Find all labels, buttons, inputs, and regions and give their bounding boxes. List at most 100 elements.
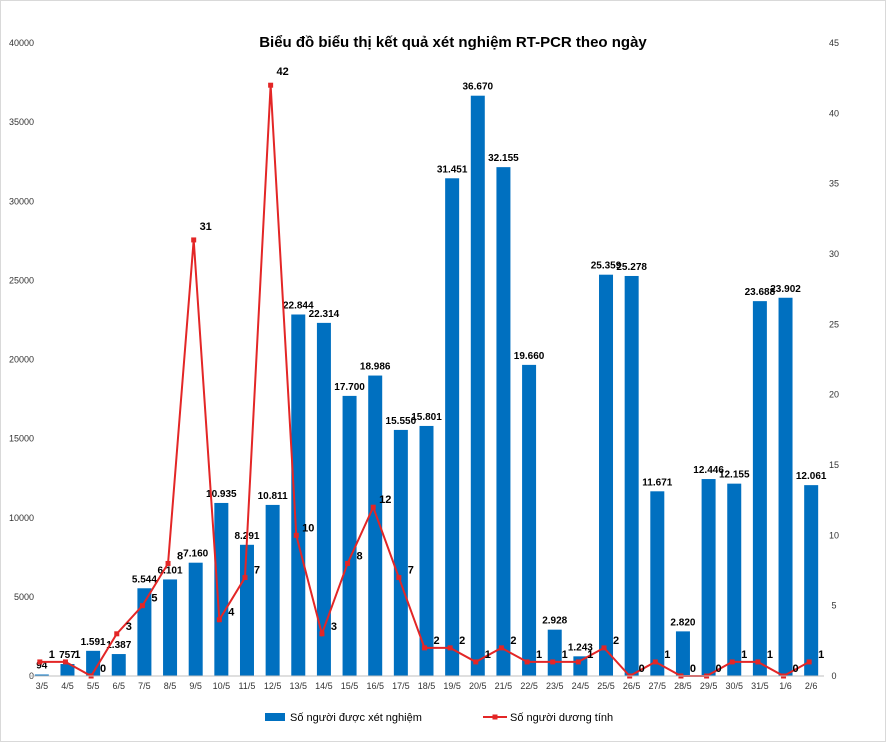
bar — [368, 375, 383, 676]
right-tick-label: 40 — [829, 108, 839, 118]
x-tick-label: 10/5 — [213, 681, 231, 691]
line-value-label: 12 — [379, 494, 391, 506]
bar — [778, 297, 793, 676]
line-marker — [524, 659, 530, 665]
line-marker — [473, 659, 479, 665]
right-tick-label: 5 — [831, 601, 836, 611]
bar-value-label: 7.160 — [183, 549, 208, 560]
bar — [522, 364, 537, 676]
bar — [727, 483, 742, 676]
line-value-label: 1 — [536, 649, 542, 661]
right-tick-label: 20 — [829, 390, 839, 400]
line-value-label: 1 — [664, 649, 670, 661]
bar — [163, 579, 178, 676]
bar-value-label: 18.986 — [360, 362, 391, 373]
legend-swatch-marker — [492, 714, 498, 720]
bar — [419, 425, 434, 676]
chart-title: Biểu đồ biểu thị kết quả xét nghiệm RT-P… — [259, 34, 647, 51]
line-value-label: 42 — [277, 66, 289, 78]
bar-value-label: 10.935 — [206, 489, 237, 500]
line-value-label: 7 — [254, 565, 260, 577]
line-value-label: 3 — [126, 621, 132, 633]
bar-value-label: 15.550 — [386, 416, 417, 427]
line-value-label: 3 — [331, 621, 337, 633]
line-value-label: 1 — [741, 649, 747, 661]
bar-value-label: 25.278 — [616, 262, 647, 273]
x-tick-label: 7/5 — [138, 681, 151, 691]
left-tick-label: 40000 — [9, 38, 34, 48]
line-value-label: 0 — [690, 663, 696, 675]
x-tick-label: 29/5 — [700, 681, 718, 691]
line-value-label: 2 — [613, 635, 619, 647]
bar-value-label: 94 — [36, 661, 48, 672]
x-tick-label: 6/5 — [113, 681, 126, 691]
bar-series — [34, 95, 819, 677]
bar — [599, 274, 614, 676]
line-value-label: 0 — [639, 663, 645, 675]
bar-value-label: 32.155 — [488, 153, 519, 164]
bar-value-label: 2.928 — [542, 616, 567, 627]
bar — [34, 674, 49, 676]
x-tick-label: 3/5 — [36, 681, 49, 691]
x-tick-label: 28/5 — [674, 681, 692, 691]
line-value-label: 8 — [357, 550, 363, 562]
line-value-label: 1 — [49, 649, 55, 661]
x-tick-label: 25/5 — [597, 681, 615, 691]
right-tick-label: 10 — [829, 530, 839, 540]
line-marker — [806, 659, 812, 665]
x-tick-label: 30/5 — [725, 681, 743, 691]
x-tick-label: 23/5 — [546, 681, 564, 691]
bar-value-label: 25.359 — [591, 261, 622, 272]
x-tick-label: 4/5 — [61, 681, 74, 691]
x-tick-label: 1/6 — [779, 681, 792, 691]
x-axis: 3/5 4/5 5/5 6/5 7/5 8/5 9/5 10/5 11/5 12/5 13/5 14/… — [29, 675, 824, 691]
line-marker — [242, 575, 248, 581]
line-marker — [498, 645, 504, 651]
line-value-label: 8 — [177, 550, 183, 562]
x-tick-label: 20/5 — [469, 681, 487, 691]
bar — [470, 95, 485, 676]
x-tick-label: 2/6 — [805, 681, 818, 691]
line-value-label: 1 — [485, 649, 491, 661]
line-value-label: 1 — [767, 649, 773, 661]
x-tick-label: 8/5 — [164, 681, 177, 691]
bar — [86, 650, 101, 676]
line-marker — [447, 645, 453, 651]
line-value-label: 4 — [228, 607, 235, 619]
line-marker — [191, 237, 197, 243]
bar-value-label: 17.700 — [334, 382, 365, 393]
bar-value-label: 36.670 — [462, 82, 493, 93]
right-tick-label: 0 — [831, 671, 836, 681]
bar — [496, 167, 511, 676]
line-value-label: 5 — [151, 593, 157, 605]
line-marker — [293, 532, 299, 538]
x-tick-label: 16/5 — [366, 681, 384, 691]
bar-value-label: 757 — [59, 650, 76, 661]
x-tick-label: 27/5 — [649, 681, 667, 691]
line-value-label: 2 — [510, 635, 516, 647]
bar — [342, 395, 357, 676]
bar-value-label: 23.688 — [745, 287, 776, 298]
bar-value-label: 1.591 — [81, 637, 106, 648]
line-value-label: 1 — [818, 649, 824, 661]
x-tick-label: 15/5 — [341, 681, 359, 691]
x-tick-label: 14/5 — [315, 681, 333, 691]
x-tick-label: 5/5 — [87, 681, 100, 691]
bar — [316, 322, 331, 676]
line-marker — [575, 659, 581, 665]
bar-value-label: 22.844 — [283, 300, 314, 311]
x-tick-label: 21/5 — [495, 681, 513, 691]
bar-value-label: 15.801 — [411, 412, 442, 423]
line-marker — [422, 645, 427, 651]
line-marker — [345, 560, 351, 566]
line-value-label: 1 — [562, 649, 568, 661]
line-value-label: 31 — [200, 221, 212, 233]
right-tick-label: 25 — [829, 319, 839, 329]
bar — [239, 544, 254, 676]
right-tick-label: 15 — [829, 460, 839, 470]
legend-label-line: Số người dương tính — [510, 712, 613, 724]
legend-swatch-bar — [265, 713, 285, 721]
